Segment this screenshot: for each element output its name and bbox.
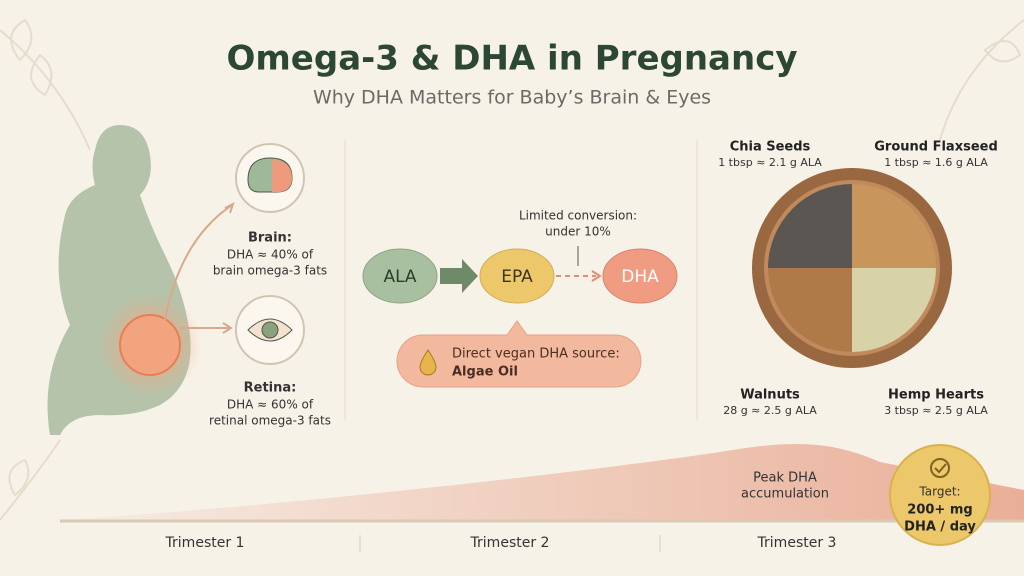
title: Omega-3 & DHA in Pregnancy: [226, 39, 797, 79]
target-text: DHA / day: [904, 520, 976, 535]
callout-text: Direct vegan DHA source:: [452, 347, 620, 362]
subtitle: Why DHA Matters for Baby’s Brain & Eyes: [313, 87, 711, 109]
node-label: EPA: [501, 267, 533, 287]
target-badge: [889, 444, 991, 546]
food-name: Hemp Hearts: [888, 388, 984, 403]
benefit-text: DHA ≈ 40% of: [227, 248, 314, 262]
callout: [396, 320, 642, 388]
arrow: [440, 259, 478, 293]
food-name: Walnuts: [740, 388, 800, 403]
food-name: Chia Seeds: [730, 140, 811, 155]
benefit-label: Retina:: [244, 381, 297, 396]
food-name: Ground Flaxseed: [874, 140, 998, 155]
target-text: 200+ mg: [907, 503, 972, 518]
benefit-text: DHA ≈ 60% of: [227, 398, 314, 412]
benefit-text: retinal omega-3 fats: [209, 414, 331, 428]
node: [479, 248, 555, 304]
food-amount: 1 tbsp ≈ 1.6 g ALA: [884, 156, 988, 169]
trimester-label: Trimester 2: [470, 535, 550, 551]
food-amount: 1 tbsp ≈ 2.1 g ALA: [718, 156, 822, 169]
conversion-note: Limited conversion:: [519, 209, 637, 223]
node: [602, 248, 678, 304]
brain-shape: [272, 160, 292, 192]
check-icon: [930, 458, 950, 478]
target-text: Target:: [918, 485, 960, 499]
benefit-label: Brain:: [248, 231, 292, 246]
arrows: [164, 202, 235, 334]
benefit-text: brain omega-3 fats: [213, 264, 327, 278]
hemp-hearts: [852, 268, 936, 352]
leaf-decor: [0, 18, 1024, 521]
node: [362, 248, 438, 304]
node-label: ALA: [383, 267, 416, 287]
peak-label: Peak DHA: [753, 471, 817, 486]
peak-label: accumulation: [741, 487, 829, 502]
dashed-arrow: [591, 270, 602, 282]
check-icon: [934, 463, 947, 474]
eye-shape: [261, 321, 279, 339]
food-amount: 3 tbsp ≈ 2.5 g ALA: [884, 404, 988, 417]
flaxseed: [852, 184, 936, 268]
trimester-label: Trimester 3: [757, 535, 837, 551]
walnuts: [768, 268, 852, 352]
callout-text: Algae Oil: [452, 365, 518, 380]
dha-curve: [60, 443, 1024, 520]
drop-icon: [419, 349, 437, 376]
node-label: DHA: [621, 267, 659, 287]
chia-seeds: [768, 184, 852, 268]
trimester-label: Trimester 1: [165, 535, 245, 551]
conversion-note: under 10%: [545, 225, 611, 239]
baby-icon: [119, 314, 181, 376]
food-amount: 28 g ≈ 2.5 g ALA: [723, 404, 817, 417]
